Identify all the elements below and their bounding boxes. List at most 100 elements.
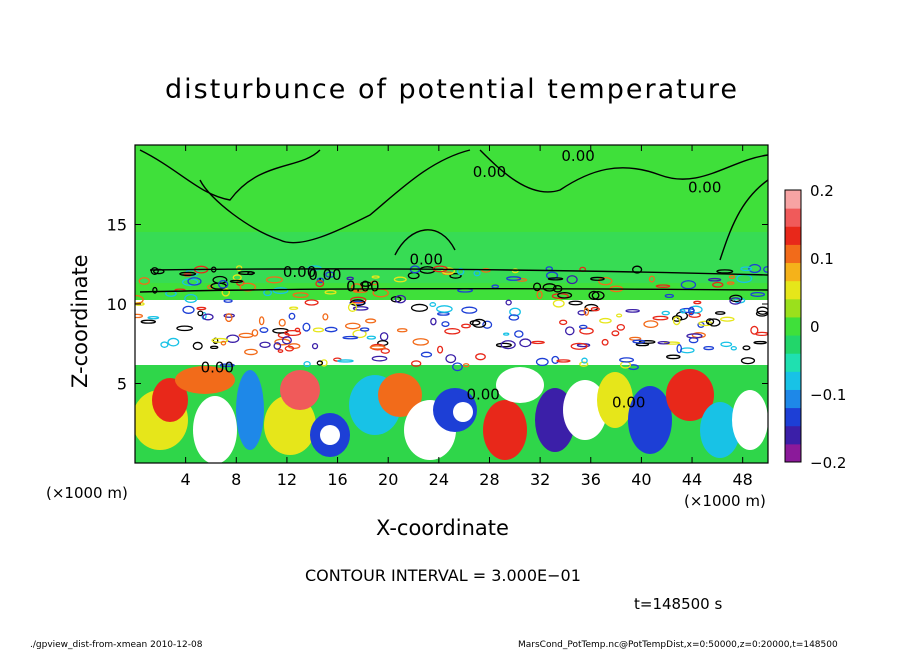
speckle bbox=[192, 341, 203, 351]
speckle bbox=[277, 349, 284, 353]
speckle bbox=[289, 306, 299, 310]
speckle bbox=[590, 306, 600, 312]
colorbar-segment bbox=[785, 280, 801, 300]
speckle bbox=[259, 341, 271, 348]
colorbar-segment bbox=[785, 443, 801, 463]
speckle bbox=[430, 317, 437, 326]
speckle bbox=[179, 271, 197, 276]
cell bbox=[280, 370, 320, 410]
speckle bbox=[393, 276, 407, 283]
speckle bbox=[441, 267, 456, 275]
colorbar-tick-label: 0.1 bbox=[810, 250, 834, 268]
speckle bbox=[508, 314, 520, 321]
speckle bbox=[581, 357, 588, 364]
x-tick-label: 32 bbox=[530, 470, 550, 489]
contour-label: 0.00 bbox=[346, 277, 379, 295]
y-tick-label: 15 bbox=[107, 216, 127, 235]
speckle bbox=[556, 359, 571, 363]
cell bbox=[483, 400, 527, 460]
speckle bbox=[720, 341, 733, 348]
speckle bbox=[729, 294, 743, 303]
speckle bbox=[346, 276, 354, 281]
speckle bbox=[728, 274, 736, 280]
speckle bbox=[570, 342, 588, 350]
speckle bbox=[729, 297, 742, 305]
cell bbox=[236, 370, 264, 450]
contour-label: 0.00 bbox=[283, 263, 316, 281]
speckle bbox=[445, 354, 457, 364]
speckle bbox=[473, 270, 481, 277]
cell bbox=[193, 396, 237, 463]
speckle bbox=[509, 307, 521, 317]
speckle bbox=[292, 292, 309, 299]
speckle bbox=[371, 355, 388, 362]
speckle bbox=[652, 315, 669, 321]
speckle bbox=[288, 312, 296, 320]
speckle bbox=[505, 299, 512, 306]
time-label: t=148500 s bbox=[634, 595, 723, 613]
x-tick-label: 28 bbox=[479, 470, 499, 489]
speckle bbox=[559, 319, 568, 326]
speckle bbox=[638, 340, 656, 344]
y-tick-label: 10 bbox=[107, 295, 127, 314]
speckle bbox=[294, 327, 301, 333]
speckle bbox=[672, 316, 681, 326]
speckle bbox=[545, 271, 559, 280]
speckle bbox=[138, 277, 150, 285]
colorbar-segment bbox=[785, 226, 801, 245]
footer-right: MarsCond_PotTemp.nc@PotTempDist,x=0:5000… bbox=[518, 640, 838, 650]
cell bbox=[496, 367, 544, 403]
x-tick-label: 48 bbox=[733, 470, 753, 489]
speckle bbox=[304, 299, 319, 306]
speckle bbox=[225, 313, 233, 323]
contour-label-layer: 0.000.000.000.000.000.000.000.000.00 0.00 bbox=[201, 147, 722, 411]
speckle bbox=[661, 310, 670, 316]
speckle bbox=[680, 280, 697, 290]
speckle bbox=[625, 308, 640, 313]
speckle bbox=[472, 318, 487, 328]
speckle bbox=[588, 290, 600, 300]
speckle bbox=[182, 305, 195, 314]
colorbar-frame bbox=[784, 189, 802, 463]
speckle bbox=[655, 284, 671, 288]
speckle bbox=[740, 357, 756, 365]
contour-zero bbox=[479, 149, 768, 193]
speckle bbox=[315, 280, 325, 288]
contour-lines bbox=[139, 149, 768, 293]
speckle bbox=[247, 271, 255, 276]
speckle bbox=[552, 299, 565, 308]
speckle bbox=[284, 329, 302, 337]
speckle bbox=[352, 306, 369, 311]
speckle bbox=[482, 320, 493, 329]
speckle bbox=[251, 329, 259, 337]
speckle bbox=[342, 335, 359, 340]
speckle bbox=[396, 328, 408, 333]
speckle bbox=[150, 267, 159, 275]
y-axis-label: Z-coordinate bbox=[68, 254, 92, 388]
speckle bbox=[535, 357, 549, 367]
speckle bbox=[531, 340, 545, 345]
speckle bbox=[281, 336, 292, 345]
speckle bbox=[726, 281, 735, 285]
speckle bbox=[753, 340, 767, 345]
speckle bbox=[616, 313, 623, 318]
cell bbox=[597, 372, 633, 428]
speckle bbox=[223, 298, 233, 303]
speckle bbox=[218, 279, 229, 289]
contour-zero bbox=[139, 149, 321, 201]
cell bbox=[264, 395, 316, 455]
contour-label: 0.00 bbox=[409, 250, 442, 268]
speckle bbox=[536, 290, 543, 300]
speckle bbox=[707, 277, 722, 282]
colorbar-segment bbox=[785, 335, 801, 354]
speckle bbox=[720, 316, 735, 322]
speckle bbox=[360, 281, 372, 287]
speckle bbox=[226, 334, 240, 343]
cell bbox=[666, 369, 714, 421]
x-tick-label: 36 bbox=[581, 470, 601, 489]
speckle bbox=[680, 309, 686, 314]
colorbar-segment bbox=[785, 244, 801, 264]
speckle bbox=[616, 323, 626, 331]
speckle bbox=[590, 276, 605, 281]
